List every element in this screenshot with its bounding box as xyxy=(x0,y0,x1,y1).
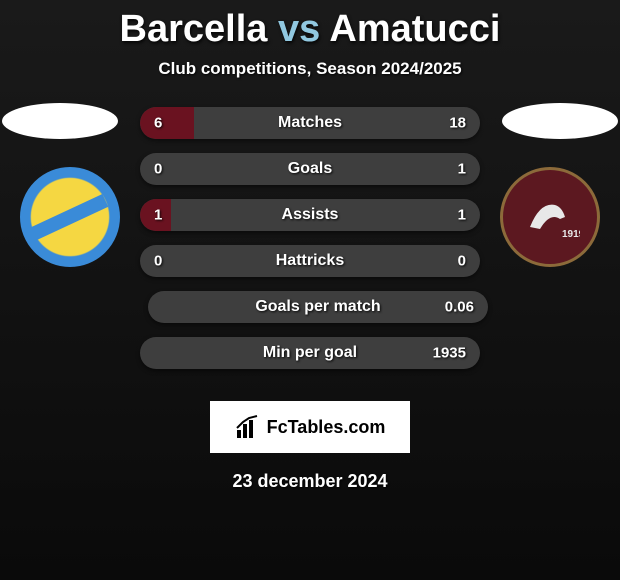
stat-row: 00Hattricks xyxy=(140,245,480,277)
stat-label: Hattricks xyxy=(140,252,480,270)
player2-name: Amatucci xyxy=(329,8,500,50)
comparison-title: Barcella vs Amatucci xyxy=(0,0,620,51)
stat-label: Goals xyxy=(140,160,480,178)
player1-name: Barcella xyxy=(120,8,268,50)
brand-attribution[interactable]: FcTables.com xyxy=(210,401,410,453)
stat-row: 01Goals xyxy=(140,153,480,185)
svg-text:1919: 1919 xyxy=(562,229,580,240)
stat-label: Matches xyxy=(140,114,480,132)
team-logo-right-emblem: 1919 xyxy=(513,180,587,254)
date: 23 december 2024 xyxy=(0,471,620,492)
stat-row: 11Assists xyxy=(140,199,480,231)
player1-shadow xyxy=(2,103,118,139)
stat-row: 618Matches xyxy=(140,107,480,139)
player2-shadow xyxy=(502,103,618,139)
stat-label: Assists xyxy=(140,206,480,224)
brand-chart-icon xyxy=(235,414,261,440)
stat-row: 0.06Goals per match xyxy=(148,291,488,323)
comparison-content: 1919 618Matches 01Goals 11Assists 00Hattric… xyxy=(0,107,620,387)
brand-name: FcTables.com xyxy=(267,417,386,438)
subtitle: Club competitions, Season 2024/2025 xyxy=(0,59,620,79)
stat-rows: 618Matches01Goals11Assists00Hattricks0.0… xyxy=(140,107,480,383)
stat-label: Min per goal xyxy=(140,344,480,362)
stat-label: Goals per match xyxy=(148,298,488,316)
team-logo-left xyxy=(20,167,120,267)
team-logo-right: 1919 xyxy=(500,167,600,267)
vs-separator: vs xyxy=(278,8,320,50)
stat-row: 1935Min per goal xyxy=(140,337,480,369)
team-logo-left-inner xyxy=(37,184,103,250)
